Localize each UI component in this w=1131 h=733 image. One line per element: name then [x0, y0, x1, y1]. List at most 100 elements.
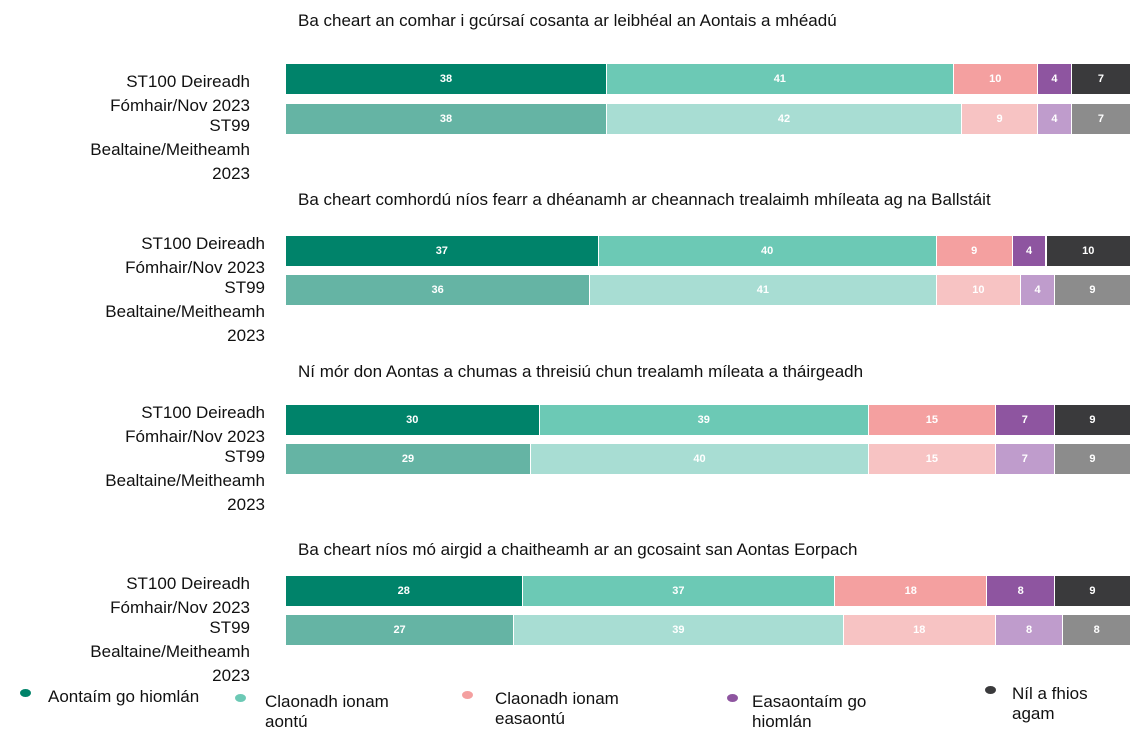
category-label: ST99 Bealtaine/Meitheamh 2023: [105, 278, 265, 345]
bar-segment: 8: [987, 576, 1054, 606]
bar-segment: 7: [995, 444, 1054, 474]
bar-segment: 9: [1054, 444, 1130, 474]
bar-segment: 8: [995, 615, 1063, 645]
bar-segment: 9: [1054, 275, 1130, 305]
data-label: 10: [989, 73, 1002, 85]
bar-segment: 10: [936, 275, 1021, 305]
data-label: 7: [1097, 113, 1104, 125]
data-label: 4: [1034, 284, 1041, 296]
data-label: 7: [1021, 453, 1028, 465]
bar-segment: 4: [1038, 64, 1071, 94]
data-label: 39: [672, 624, 685, 636]
bar-segment: 4: [1012, 236, 1046, 266]
bar-segment: 37: [286, 236, 598, 266]
bar-segment: 9: [936, 236, 1012, 266]
legend-marker: [20, 689, 31, 697]
data-label: 9: [1089, 585, 1096, 597]
data-label: 8: [1017, 585, 1024, 597]
bar-segment: 42: [607, 104, 961, 134]
bar-segment: 41: [590, 275, 936, 305]
data-label: 15: [925, 414, 939, 426]
data-label: 42: [777, 113, 791, 125]
category-label: ST100 Deireadh Fómhair/Nov 2023: [110, 574, 250, 617]
bar-segment: 9: [1054, 576, 1130, 606]
legend-label: Aontaím go hiomlán: [48, 687, 200, 706]
category-label: ST100 Deireadh Fómhair/Nov 2023: [125, 403, 265, 446]
legend-label: Claonadh ionam easaontú: [495, 689, 619, 728]
data-label: 9: [971, 245, 978, 257]
data-label: 41: [756, 284, 770, 296]
data-label: 18: [904, 585, 917, 597]
data-label: 9: [1089, 284, 1096, 296]
category-label: ST100 Deireadh Fómhair/Nov 2023: [110, 72, 250, 115]
bar-segment: 36: [286, 275, 590, 305]
data-label: 39: [697, 414, 710, 426]
data-label: 10: [1082, 245, 1095, 257]
bar-segment: 38: [286, 104, 607, 134]
bar-segment: 28: [286, 576, 522, 606]
bar-segment: 41: [607, 64, 953, 94]
data-label: 18: [913, 624, 926, 636]
data-label: 9: [1089, 453, 1096, 465]
data-label: 9: [1089, 414, 1096, 426]
bar-segment: 8: [1063, 615, 1130, 645]
data-label: 30: [406, 414, 419, 426]
legend-marker: [235, 694, 246, 702]
data-label: 4: [1051, 113, 1058, 125]
legend-marker: [462, 691, 473, 699]
panel-title: Ní mór don Aontas a chumas a threisiú ch…: [298, 362, 864, 381]
data-label: 41: [773, 73, 786, 85]
bar-segment: 15: [869, 405, 995, 435]
category-label: ST99 Bealtaine/Meitheamh 2023: [105, 447, 265, 514]
category-label: ST100 Deireadh Fómhair/Nov 2023: [125, 234, 265, 277]
legend-marker: [727, 694, 738, 702]
data-label: 28: [397, 585, 410, 597]
bar-segment: 10: [1046, 236, 1130, 266]
legend-label: Easaontaím go hiomlán: [752, 692, 867, 731]
data-label: 38: [439, 73, 453, 85]
data-label: 27: [393, 624, 406, 636]
data-label: 8: [1026, 624, 1033, 636]
bar-segment: 37: [522, 576, 835, 606]
data-label: 10: [972, 284, 985, 296]
data-label: 8: [1093, 624, 1100, 636]
bar-segment: 4: [1038, 104, 1071, 134]
bar-segment: 7: [1071, 64, 1130, 94]
data-label: 4: [1051, 73, 1058, 85]
bar-segment: 39: [514, 615, 843, 645]
bar-segment: 29: [286, 444, 531, 474]
category-label: ST99 Bealtaine/Meitheamh 2023: [90, 116, 250, 183]
bar-segment: 10: [953, 64, 1038, 94]
data-label: 7: [1021, 414, 1028, 426]
data-label: 36: [431, 284, 444, 296]
bar-segment: 7: [995, 405, 1054, 435]
data-label: 9: [996, 113, 1003, 125]
bar-segment: 38: [286, 64, 607, 94]
bar-segment: 7: [1071, 104, 1130, 134]
data-label: 37: [435, 245, 448, 257]
panel-title: Ba cheart comhordú níos fearr a dhéanamh…: [298, 190, 991, 209]
data-label: 4: [1026, 245, 1033, 257]
data-label: 40: [693, 453, 706, 465]
data-label: 38: [439, 113, 453, 125]
bar-segment: 18: [835, 576, 987, 606]
bar-segment: 40: [531, 444, 869, 474]
panel-title: Ba cheart níos mó airgid a chaitheamh ar…: [298, 540, 858, 559]
bar-segment: 15: [869, 444, 995, 474]
legend-label: Claonadh ionam aontú: [265, 692, 389, 731]
data-label: 29: [401, 453, 415, 465]
bar-segment: 18: [843, 615, 995, 645]
bar-segment: 39: [539, 405, 869, 435]
legend-label: Níl a fhios agam: [1012, 684, 1088, 723]
bar-segment: 9: [962, 104, 1038, 134]
bar-segment: 9: [1054, 405, 1130, 435]
data-label: 40: [761, 245, 774, 257]
data-label: 7: [1097, 73, 1104, 85]
panel-title: Ba cheart an comhar i gcúrsaí cosanta ar…: [298, 11, 837, 30]
category-label: ST99 Bealtaine/Meitheamh 2023: [90, 618, 250, 685]
bar-segment: 4: [1021, 275, 1054, 305]
bar-segment: 40: [598, 236, 936, 266]
bar-segment: 30: [286, 405, 539, 435]
bar-segment: 27: [286, 615, 514, 645]
